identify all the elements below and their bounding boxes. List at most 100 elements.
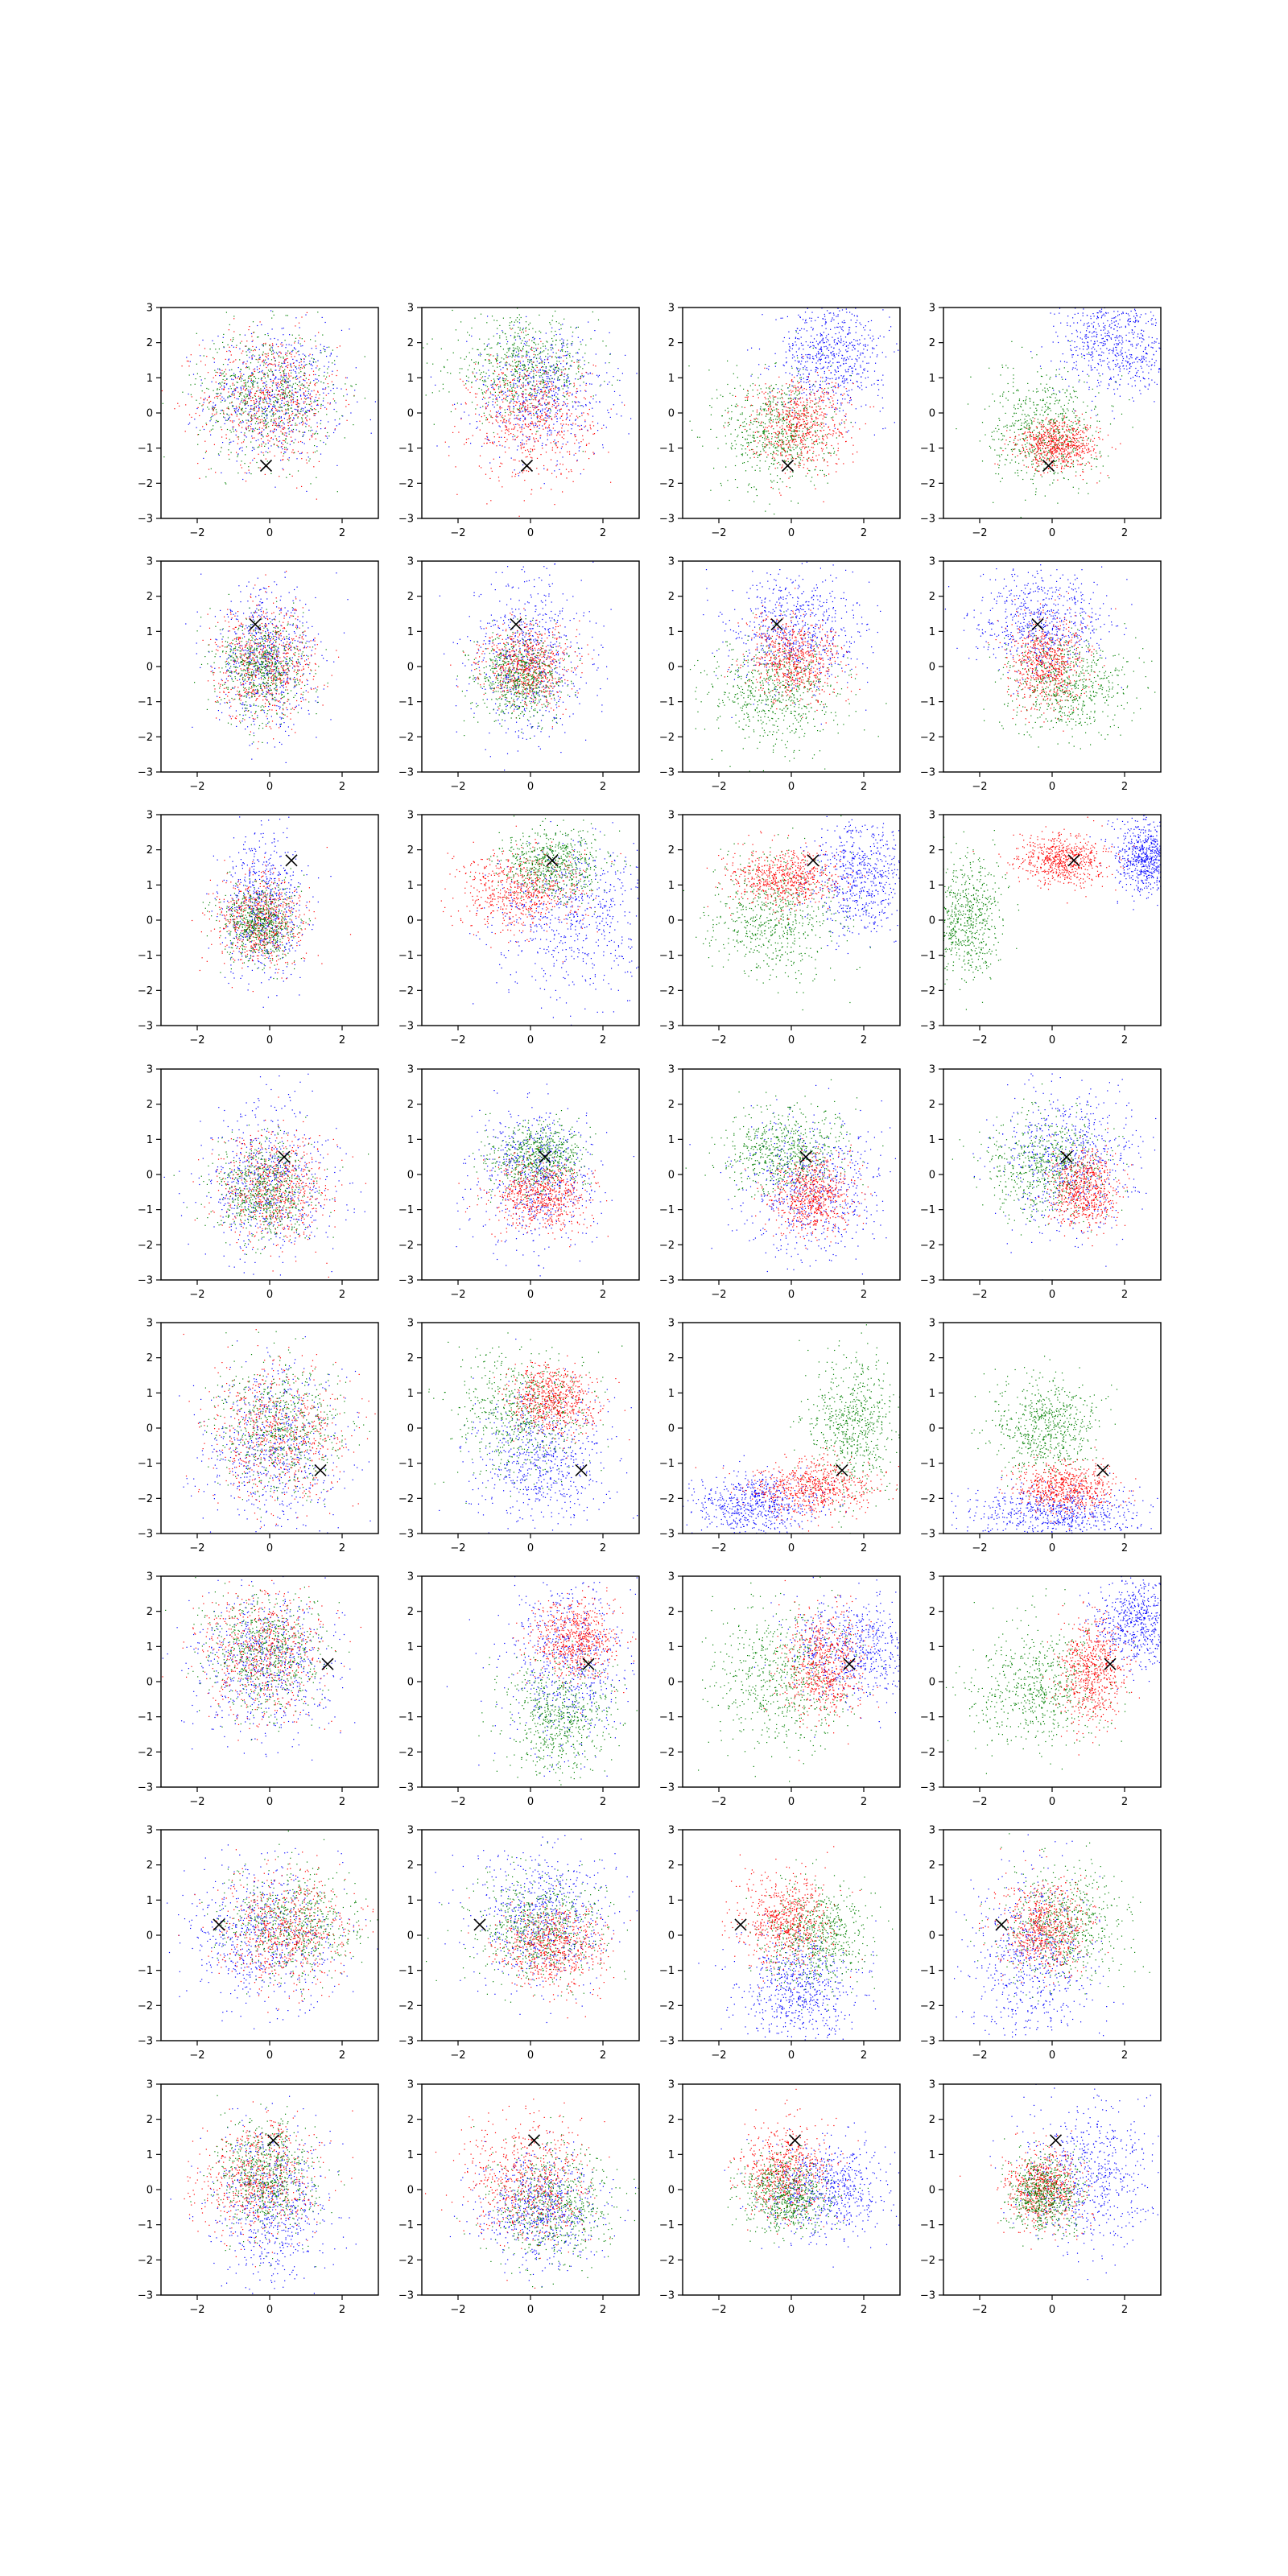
green-point <box>521 388 522 389</box>
green-point <box>196 364 197 365</box>
red-point <box>210 401 211 402</box>
y-tick-label: −1 <box>138 443 153 455</box>
blue-point <box>834 341 835 342</box>
blue-point <box>817 368 818 369</box>
red-point <box>551 356 552 357</box>
green-point <box>316 400 317 401</box>
red-point <box>518 424 519 425</box>
green-point <box>759 393 760 394</box>
blue-point <box>489 397 490 398</box>
green-point <box>239 413 240 414</box>
blue-point <box>792 354 793 355</box>
red-point <box>276 423 277 424</box>
green-point <box>236 345 237 346</box>
red-point <box>347 420 348 421</box>
blue-point <box>832 358 833 359</box>
green-point <box>223 334 224 335</box>
blue-point <box>546 368 547 369</box>
blue-point <box>810 386 811 387</box>
green-point <box>487 354 488 355</box>
blue-point <box>856 408 857 409</box>
red-point <box>531 347 532 348</box>
green-point <box>309 363 310 364</box>
green-point <box>500 346 501 347</box>
blue-point <box>561 357 562 358</box>
green-point <box>214 370 215 371</box>
red-point <box>527 405 528 406</box>
blue-point <box>242 479 243 480</box>
red-point <box>556 435 557 436</box>
red-point <box>506 429 507 430</box>
green-point <box>536 358 537 359</box>
red-point <box>538 401 539 402</box>
red-point <box>258 454 259 455</box>
green-point <box>798 371 799 372</box>
blue-point <box>849 342 850 343</box>
red-point <box>275 382 276 383</box>
blue-point <box>847 334 848 335</box>
blue-point <box>247 349 248 350</box>
green-point <box>783 433 784 434</box>
red-point <box>525 450 526 451</box>
blue-point <box>848 333 849 334</box>
red-point <box>274 357 275 358</box>
blue-point <box>519 322 520 323</box>
red-point <box>272 425 273 426</box>
blue-point <box>819 363 820 364</box>
red-point <box>574 383 575 384</box>
blue-point <box>241 387 242 388</box>
red-point <box>576 388 577 389</box>
red-point <box>531 457 532 458</box>
green-point <box>239 359 240 360</box>
red-point <box>519 374 520 375</box>
green-point <box>816 402 817 403</box>
blue-point <box>241 388 242 389</box>
green-point <box>609 354 610 355</box>
blue-point <box>826 379 827 380</box>
red-point <box>231 394 232 395</box>
green-point <box>518 395 519 396</box>
blue-point <box>226 384 227 385</box>
blue-point <box>578 406 579 407</box>
red-point <box>576 416 577 417</box>
green-point <box>516 370 517 371</box>
green-point <box>556 357 557 358</box>
green-point <box>748 442 749 443</box>
red-point <box>279 407 280 408</box>
red-point <box>522 435 523 436</box>
red-point <box>288 373 289 374</box>
red-point <box>586 372 587 373</box>
blue-point <box>580 390 581 391</box>
red-point <box>283 375 284 376</box>
green-point <box>757 495 758 496</box>
red-point <box>531 397 532 398</box>
green-point <box>292 350 293 351</box>
blue-point <box>281 418 282 419</box>
green-point <box>298 403 299 404</box>
y-tick-label: −1 <box>398 443 414 455</box>
green-point <box>432 364 433 365</box>
green-point <box>729 500 730 501</box>
green-point <box>831 417 832 418</box>
blue-point <box>460 404 461 405</box>
red-point <box>230 339 231 340</box>
blue-point <box>557 401 558 402</box>
blue-point <box>819 385 820 386</box>
green-point <box>517 371 518 372</box>
blue-point <box>586 383 587 384</box>
green-point <box>563 388 564 389</box>
green-point <box>562 351 563 352</box>
blue-point <box>323 393 324 394</box>
red-point <box>523 397 524 398</box>
red-point <box>560 473 561 474</box>
green-point <box>759 454 760 455</box>
blue-point <box>800 317 801 318</box>
green-point <box>593 395 594 396</box>
blue-point <box>370 419 371 420</box>
green-point <box>536 294 537 295</box>
green-point <box>514 343 515 344</box>
green-point <box>265 344 266 345</box>
blue-point <box>541 360 542 361</box>
blue-point <box>214 362 215 363</box>
red-point <box>563 424 564 425</box>
